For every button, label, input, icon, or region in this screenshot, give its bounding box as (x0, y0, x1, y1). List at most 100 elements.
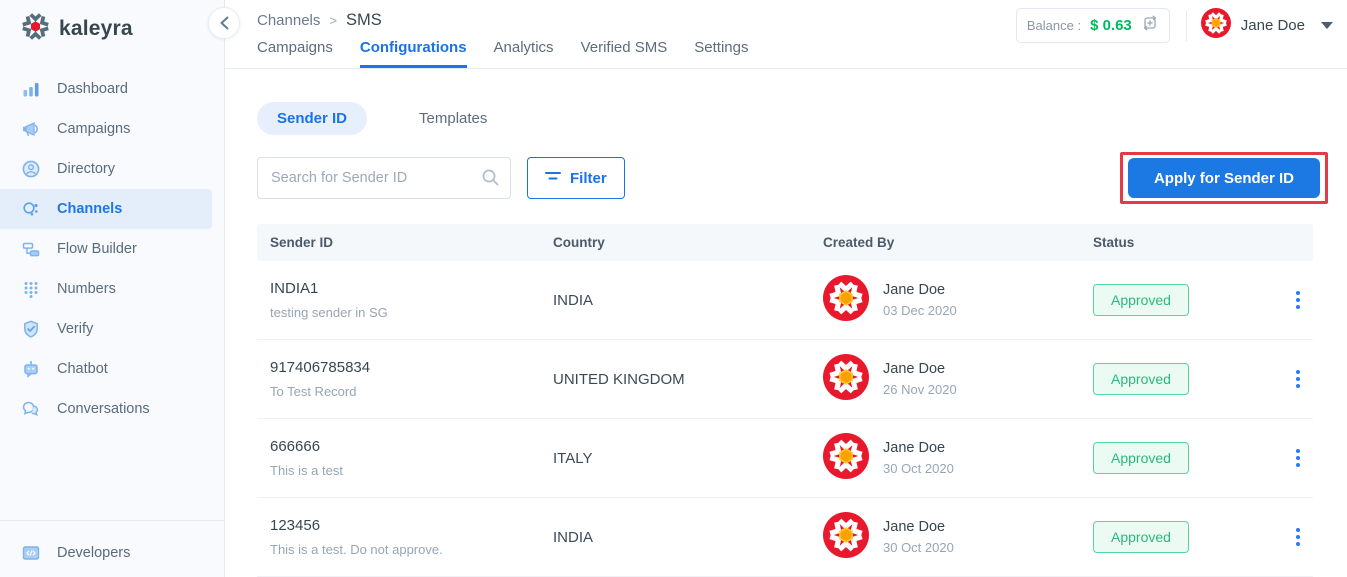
status-badge: Approved (1093, 363, 1189, 395)
actions-cell (1260, 524, 1313, 550)
sidebar-item-verify[interactable]: Verify (0, 309, 224, 349)
sender-id-value: 123456 (270, 517, 321, 534)
sidebar-item-label: Campaigns (57, 121, 131, 137)
megaphone-icon (20, 118, 42, 140)
bar-chart-icon (20, 78, 42, 100)
row-menu-kebab-icon[interactable] (1287, 287, 1309, 313)
row-menu-kebab-icon[interactable] (1287, 445, 1309, 471)
user-name: Jane Doe (1240, 17, 1305, 34)
sidebar-item-dashboard[interactable]: Dashboard (0, 69, 224, 109)
sidebar-item-directory[interactable]: Directory (0, 149, 224, 189)
breadcrumb-sms: SMS (345, 11, 382, 29)
status-cell: Approved (1080, 363, 1260, 395)
sidebar-item-chatbot[interactable]: Chatbot (0, 349, 224, 389)
bubbles-icon (20, 198, 42, 220)
content-area: Channels > SMS Campaigns Configurations … (225, 0, 1347, 577)
code-window-icon (20, 542, 42, 564)
table-row: 666666 This is a test ITALY (257, 419, 1313, 498)
pill-templates[interactable]: Templates (419, 110, 488, 127)
sidebar-item-developers[interactable]: Developers (0, 533, 224, 573)
sidebar-footer: Developers (0, 520, 224, 577)
sidebar-item-conversations[interactable]: Conversations (0, 389, 224, 429)
row-menu-kebab-icon[interactable] (1287, 524, 1309, 550)
sender-id-table: Sender ID Country Created By Status INDI… (257, 224, 1313, 577)
creator-meta: Jane Doe 03 Dec 2020 (883, 282, 957, 318)
sidebar-nav: Dashboard Campaigns (0, 69, 224, 429)
table-row: 917406785834 To Test Record UNITED KINGD… (257, 340, 1313, 419)
breadcrumb-channels[interactable]: Channels (257, 12, 321, 29)
sidebar-item-numbers[interactable]: Numbers (0, 269, 224, 309)
table-row: INDIA1 testing sender in SG INDIA (257, 261, 1313, 340)
status-badge: Approved (1093, 284, 1189, 316)
sender-id-value: 666666 (270, 438, 321, 455)
filter-button[interactable]: Filter (527, 157, 625, 199)
filter-button-label: Filter (570, 169, 607, 187)
tab-settings[interactable]: Settings (694, 39, 749, 56)
creator-name: Jane Doe (883, 361, 946, 377)
balance-widget[interactable]: Balance : $ 0.63 (1015, 8, 1170, 43)
creator-avatar (823, 274, 869, 326)
topbar-divider (1185, 10, 1187, 41)
country-cell: INDIA (553, 528, 594, 546)
red-highlight-annotation: Apply for Sender ID (1119, 152, 1328, 204)
sidebar-collapse-button[interactable] (208, 7, 240, 39)
column-header-status: Status (1093, 235, 1135, 250)
actions-cell (1260, 366, 1313, 392)
status-cell: Approved (1080, 284, 1260, 316)
sidebar-item-label: Verify (57, 321, 94, 337)
person-circle-icon (20, 158, 42, 180)
sidebar-item-channels[interactable]: Channels (0, 189, 212, 229)
status-badge: Approved (1093, 521, 1189, 553)
country-cell: INDIA (553, 291, 594, 309)
filter-icon (545, 169, 561, 187)
actions-cell (1260, 287, 1313, 313)
created-by-cell: Jane Doe 03 Dec 2020 (810, 274, 1080, 326)
sender-id-cell: 666666 This is a test (257, 438, 540, 478)
topbar: Channels > SMS Campaigns Configurations … (225, 0, 1347, 69)
sidebar-divider (0, 520, 224, 521)
status-badge: Approved (1093, 442, 1189, 474)
sender-description: This is a test. Do not approve. (270, 542, 443, 557)
sidebar-item-flow-builder[interactable]: Flow Builder (0, 229, 224, 269)
creator-avatar (823, 353, 869, 405)
column-header-created-by: Created By (823, 235, 895, 250)
actions-cell (1260, 445, 1313, 471)
sidebar-item-campaigns[interactable]: Campaigns (0, 109, 224, 149)
table-body: INDIA1 testing sender in SG INDIA (257, 261, 1313, 577)
tab-analytics[interactable]: Analytics (493, 39, 554, 56)
sidebar: kaleyra Dashboard (0, 0, 225, 577)
breadcrumb: Channels > SMS (257, 0, 1347, 30)
pill-sender-id[interactable]: Sender ID (257, 102, 368, 135)
status-cell: Approved (1080, 442, 1260, 474)
creator-date: 30 Oct 2020 (883, 461, 954, 476)
sender-description: To Test Record (270, 384, 357, 399)
chevron-left-icon (220, 16, 228, 30)
sender-id-value: 917406785834 (270, 359, 371, 376)
table-header: Sender ID Country Created By Status (257, 224, 1313, 261)
tab-verified-sms[interactable]: Verified SMS (580, 39, 668, 56)
column-header-country: Country (553, 235, 605, 250)
creator-avatar (823, 511, 869, 563)
sidebar-item-label: Channels (57, 201, 123, 217)
chat-bubbles-icon (20, 398, 42, 420)
dialpad-icon (20, 278, 42, 300)
recharge-icon[interactable] (1141, 14, 1159, 37)
created-by-cell: Jane Doe 30 Oct 2020 (810, 432, 1080, 484)
row-menu-kebab-icon[interactable] (1287, 366, 1309, 392)
creator-name: Jane Doe (883, 282, 946, 298)
user-menu[interactable]: Jane Doe (1200, 8, 1333, 43)
creator-date: 03 Dec 2020 (883, 303, 957, 318)
apply-for-sender-id-button[interactable]: Apply for Sender ID (1127, 158, 1320, 198)
sender-description: This is a test (270, 463, 343, 478)
creator-date: 30 Oct 2020 (883, 540, 954, 555)
search-input[interactable] (257, 157, 511, 199)
view-pills: Sender ID Templates (257, 102, 1328, 135)
created-by-cell: Jane Doe 26 Nov 2020 (810, 353, 1080, 405)
tab-campaigns[interactable]: Campaigns (257, 39, 333, 56)
breadcrumb-separator: > (329, 13, 337, 28)
sidebar-item-label: Directory (57, 161, 116, 177)
creator-meta: Jane Doe 30 Oct 2020 (883, 519, 954, 555)
creator-name: Jane Doe (883, 519, 946, 535)
tab-configurations[interactable]: Configurations (359, 39, 467, 68)
